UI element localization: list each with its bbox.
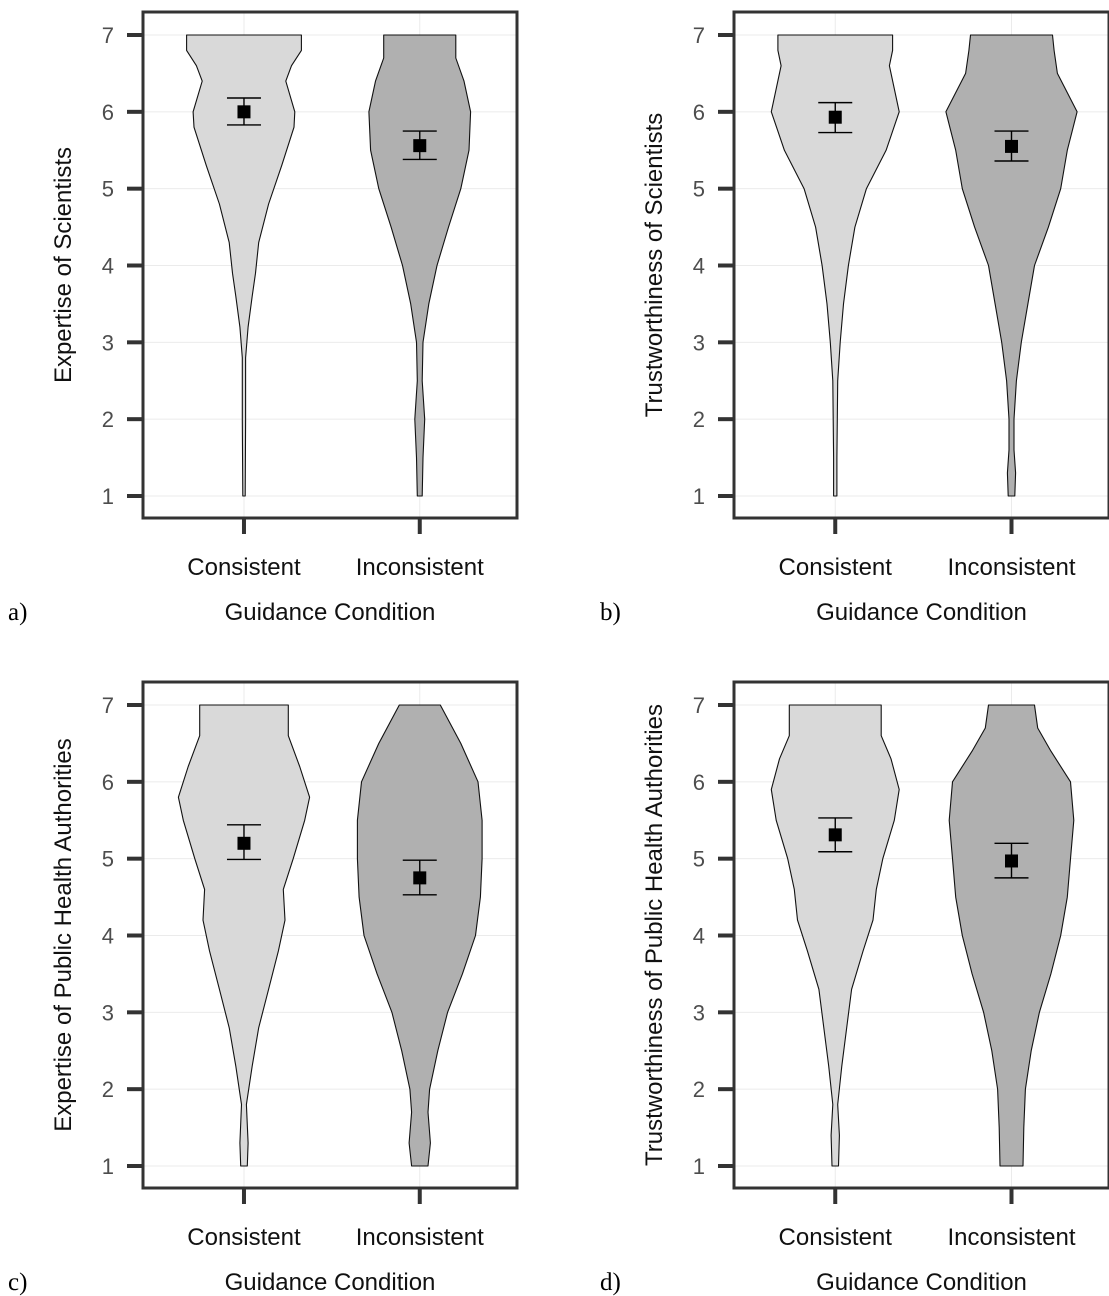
mean-point (237, 105, 251, 119)
y-tick-label: 2 (102, 407, 114, 432)
x-tick-label: Consistent (187, 1224, 301, 1251)
x-tick-label: Consistent (779, 1224, 893, 1251)
x-tick-label: Inconsistent (947, 1224, 1075, 1251)
y-tick-label: 2 (693, 1077, 705, 1102)
x-tick-label: Inconsistent (947, 554, 1075, 581)
y-tick-label: 2 (693, 407, 705, 432)
y-tick-label: 7 (102, 23, 114, 48)
x-tick-label: Consistent (779, 554, 893, 581)
panel-label: d) (600, 1269, 621, 1296)
panel-label: a) (8, 599, 27, 626)
panel-label: b) (600, 599, 621, 626)
x-axis-title: Guidance Condition (816, 599, 1027, 626)
y-tick-label: 7 (693, 693, 705, 718)
violin-consistent (770, 34, 900, 497)
x-axis-title: Guidance Condition (225, 599, 436, 626)
y-tick-label: 6 (102, 100, 114, 125)
x-tick-label: Inconsistent (356, 554, 484, 581)
y-tick-label: 3 (102, 330, 114, 355)
y-axis-title: Trustworthiness of Public Health Authori… (641, 704, 668, 1166)
y-tick-label: 4 (102, 254, 114, 279)
violin-consistent (770, 704, 900, 1167)
violin-inconsistent (368, 34, 472, 497)
chart-panel: 1 2 3 4 5 6 7 Consistent Inconsistent Guidance Co… (8, 680, 519, 1296)
y-tick-label: 5 (102, 177, 114, 202)
y-tick-label: 6 (102, 770, 114, 795)
mean-point (828, 828, 842, 842)
y-tick-label: 5 (693, 847, 705, 872)
mean-point (828, 110, 842, 124)
violin-inconsistent (948, 704, 1075, 1167)
y-tick-label: 4 (693, 254, 705, 279)
y-axis-title: Expertise of Public Health Authorities (50, 738, 77, 1132)
y-tick-label: 3 (102, 1000, 114, 1025)
y-tick-label: 7 (102, 693, 114, 718)
y-tick-label: 1 (693, 484, 705, 509)
violin-consistent (186, 34, 302, 497)
y-tick-label: 4 (102, 924, 114, 949)
y-tick-label: 1 (102, 484, 114, 509)
chart-panel: 1 2 3 4 5 6 7 Consistent Inconsistent Guidance Co… (600, 680, 1109, 1296)
y-tick-label: 6 (693, 770, 705, 795)
y-tick-label: 4 (693, 924, 705, 949)
y-tick-label: 3 (693, 330, 705, 355)
y-axis-title: Trustworthiness of Scientists (641, 113, 668, 418)
mean-point (413, 139, 427, 153)
x-axis-title: Guidance Condition (225, 1269, 436, 1296)
panel-label: c) (8, 1269, 27, 1296)
x-axis-title: Guidance Condition (816, 1269, 1027, 1296)
violin-consistent (177, 704, 311, 1167)
x-tick-label: Consistent (187, 554, 301, 581)
y-tick-label: 5 (693, 177, 705, 202)
chart-panel: 1 2 3 4 5 6 7 Consistent Inconsistent Guidance Co… (8, 10, 519, 626)
mean-point (413, 871, 427, 885)
violin-inconsistent (356, 704, 483, 1167)
y-tick-label: 1 (693, 1154, 705, 1179)
violin-inconsistent (945, 34, 1078, 497)
y-tick-label: 1 (102, 1154, 114, 1179)
y-axis-title: Expertise of Scientists (50, 147, 77, 383)
mean-point (237, 836, 251, 850)
y-tick-label: 6 (693, 100, 705, 125)
y-tick-label: 5 (102, 847, 114, 872)
chart-panel: 1 2 3 4 5 6 7 Consistent Inconsistent Guidance Co… (600, 10, 1109, 626)
x-tick-label: Inconsistent (356, 1224, 484, 1251)
y-tick-label: 3 (693, 1000, 705, 1025)
mean-point (1005, 854, 1018, 868)
y-tick-label: 2 (102, 1077, 114, 1102)
mean-point (1005, 139, 1018, 153)
y-tick-label: 7 (693, 23, 705, 48)
